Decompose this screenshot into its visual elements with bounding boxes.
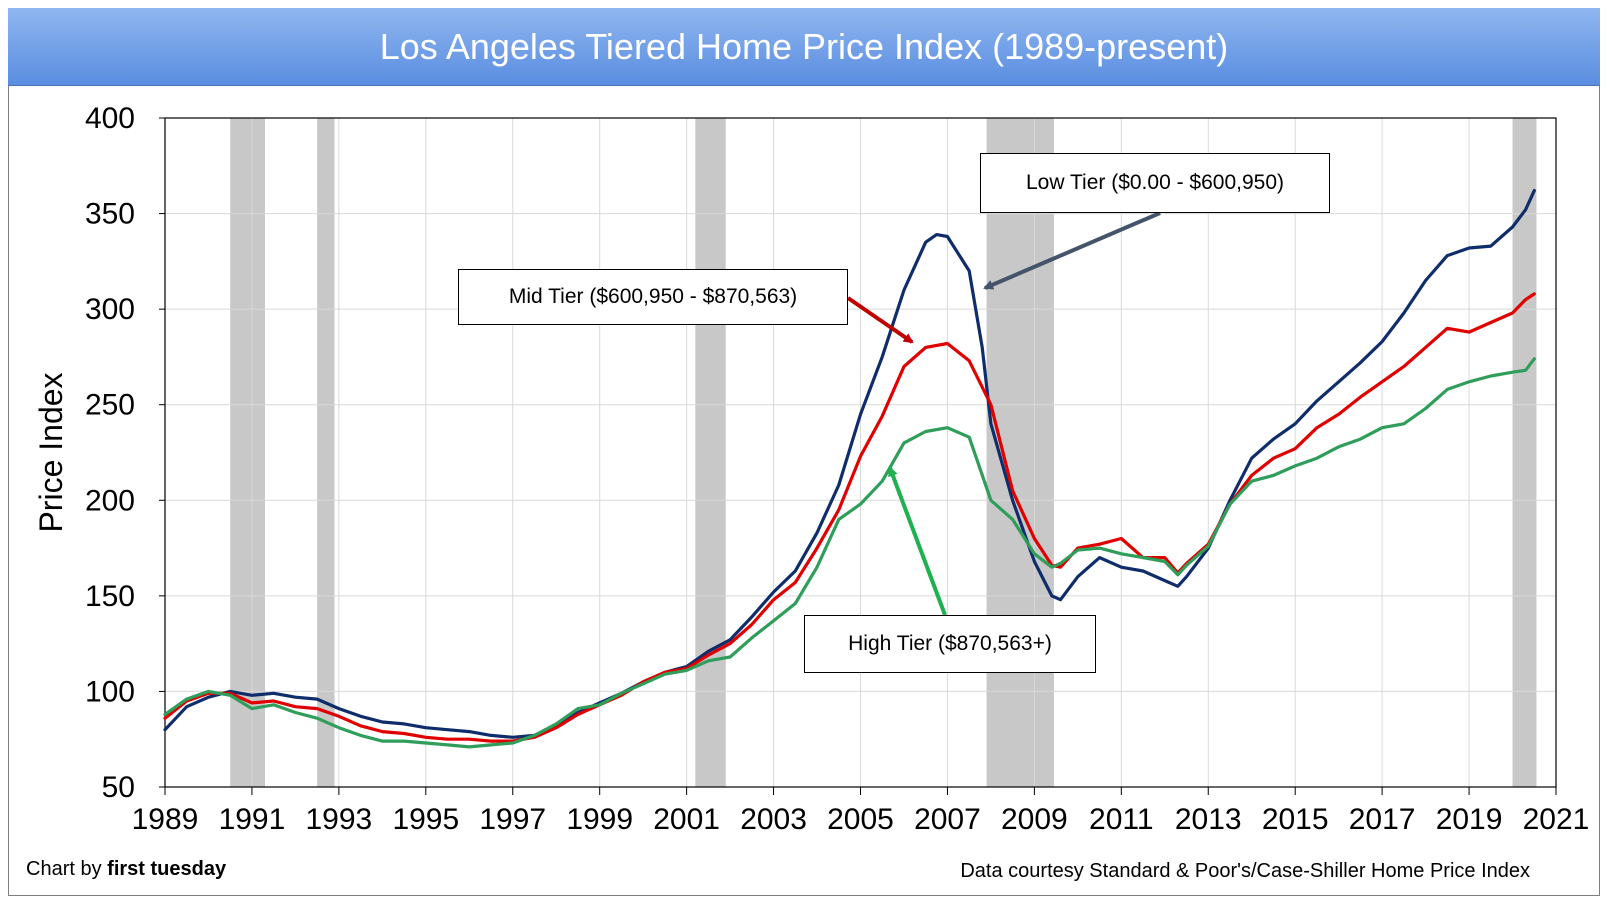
x-tick-label: 1993: [306, 803, 373, 836]
chart-title: Los Angeles Tiered Home Price Index (198…: [379, 25, 1229, 67]
x-tick-label: 1995: [392, 803, 459, 836]
y-tick-label: 350: [85, 198, 135, 231]
x-tick-label: 2007: [914, 803, 981, 836]
chart-title-bar: Los Angeles Tiered Home Price Index (198…: [8, 8, 1600, 86]
x-tick-label: 2021: [1523, 803, 1590, 836]
y-axis-label: Price Index: [33, 372, 69, 532]
x-tick-label: 1999: [566, 803, 633, 836]
y-tick-label: 250: [85, 389, 135, 422]
y-tick-label: 300: [85, 293, 135, 326]
footer-source: Data courtesy Standard & Poor's/Case-Shi…: [960, 860, 1530, 882]
x-tick-label: 2019: [1436, 803, 1503, 836]
callout-low-tier: Low Tier ($0.00 - $600,950): [980, 153, 1330, 213]
arrow-high-tier: [888, 466, 947, 616]
recession-band: [230, 118, 265, 787]
x-tick-label: 2013: [1175, 803, 1242, 836]
y-tick-label: 400: [85, 102, 135, 135]
callout-mid-tier: Mid Tier ($600,950 - $870,563): [458, 269, 848, 325]
series-line-high-tier: [163, 357, 1536, 749]
x-tick-label: 1989: [132, 803, 199, 836]
arrow-low-tier: [983, 211, 1161, 290]
footer-credit: Chart by first tuesday: [26, 858, 226, 881]
footer-credit-prefix: Chart by: [26, 858, 108, 880]
x-tick-label: 2017: [1349, 803, 1416, 836]
y-tick-label: 150: [85, 580, 135, 613]
x-tick-label: 1991: [219, 803, 286, 836]
y-tick-label: 100: [85, 675, 135, 708]
y-tick-label: 50: [102, 771, 135, 804]
callout-high-tier: High Tier ($870,563+): [804, 615, 1096, 673]
recession-band: [1512, 118, 1537, 787]
recession-band: [986, 118, 1054, 787]
x-tick-label: 1997: [479, 803, 546, 836]
series-line-low-tier: [163, 189, 1536, 739]
x-tick-label: 2015: [1262, 803, 1329, 836]
chart-frame: [8, 8, 1600, 896]
arrow-mid-tier: [846, 296, 914, 344]
y-tick-label: 200: [85, 484, 135, 517]
series-line-mid-tier: [163, 292, 1536, 743]
x-tick-label: 2001: [653, 803, 720, 836]
x-tick-label: 2011: [1089, 803, 1154, 836]
recession-band: [695, 118, 726, 787]
x-tick-label: 2005: [827, 803, 894, 836]
footer-credit-brand: first tuesday: [107, 858, 227, 880]
recession-band: [317, 118, 335, 787]
x-tick-label: 2009: [1001, 803, 1068, 836]
x-tick-label: 2003: [740, 803, 807, 836]
